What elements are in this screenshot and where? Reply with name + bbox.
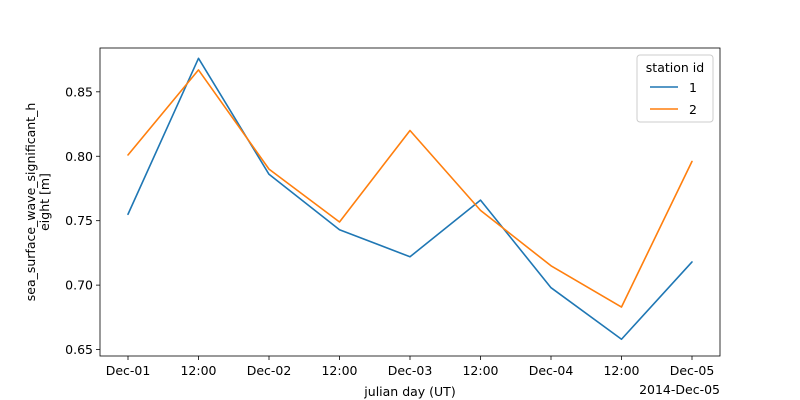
series-layer	[127, 57, 693, 341]
x-offset-label: 2014-Dec-05	[639, 382, 720, 397]
x-tick-label: 12:00	[180, 363, 216, 378]
legend: station id 1 2	[636, 54, 714, 123]
series-line-2	[127, 69, 693, 308]
y-tick-label: 0.70	[65, 278, 93, 293]
x-axis: Dec-01 12:00 Dec-02 12:00 Dec-03 12:00 Dec-04 1…	[106, 356, 715, 378]
y-tick-label: 0.85	[65, 84, 93, 99]
x-tick-label: Dec-05	[670, 363, 715, 378]
x-tick-label: Dec-01	[106, 363, 151, 378]
y-axis-label: sea_surface_wave_significant_h eight [m]	[23, 103, 52, 302]
x-axis-label: julian day (UT)	[363, 384, 455, 399]
y-axis-label-line-2: eight [m]	[37, 173, 52, 231]
y-tick-label: 0.80	[65, 149, 93, 164]
x-tick-label: 12:00	[462, 363, 498, 378]
legend-box	[636, 54, 714, 123]
legend-entry-series-2: 2	[689, 102, 697, 117]
x-tick-label: 12:00	[321, 363, 357, 378]
y-axis: 0.65 0.70 0.75 0.80 0.85	[65, 84, 100, 357]
y-tick-label: 0.65	[65, 342, 93, 357]
legend-entry-series-1: 1	[689, 80, 697, 95]
y-tick-label: 0.75	[65, 213, 93, 228]
x-tick-label: 12:00	[603, 363, 639, 378]
y-axis-label-line-1: sea_surface_wave_significant_h	[23, 103, 38, 302]
x-tick-label: Dec-03	[388, 363, 433, 378]
x-tick-label: Dec-04	[529, 363, 574, 378]
plot-area	[99, 47, 721, 357]
legend-title: station id	[646, 60, 704, 75]
series-line-1	[127, 57, 693, 341]
x-tick-label: Dec-02	[247, 363, 292, 378]
